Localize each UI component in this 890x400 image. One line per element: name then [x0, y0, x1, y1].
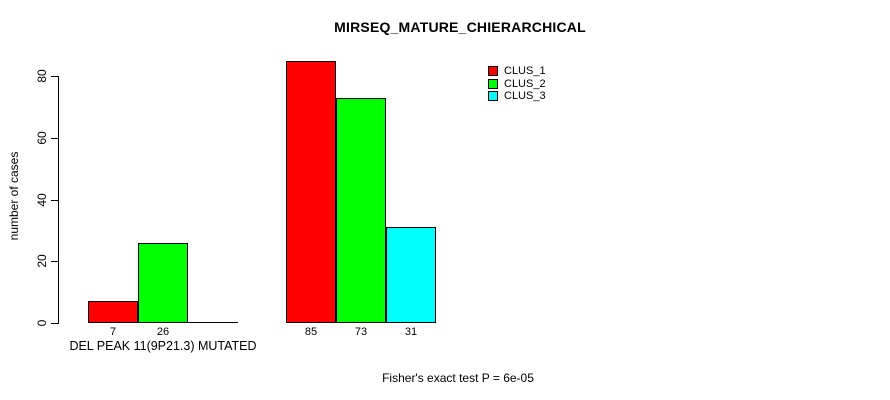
legend-swatch-clus-3-icon [488, 90, 498, 101]
y-tick-mark [51, 323, 59, 324]
bar-value-label: 31 [404, 326, 418, 338]
y-tick-label: 40 [35, 193, 49, 207]
y-tick-label: 20 [35, 254, 49, 268]
legend-label-clus-3: CLUS_3 [504, 89, 546, 102]
chart-title: MIRSEQ_MATURE_CHIERARCHICAL [334, 19, 586, 35]
legend-item-clus-1: CLUS_1 [488, 65, 546, 77]
legend: CLUS_1 CLUS_2 CLUS_3 [488, 65, 546, 102]
bar-zero-clus_3-group1 [188, 322, 238, 323]
bar-value-label: 7 [109, 326, 117, 338]
legend-item-clus-3: CLUS_3 [488, 90, 546, 102]
y-tick-mark [51, 200, 59, 201]
legend-swatch-clus-1-icon [488, 66, 498, 77]
bar-clus_1-group2 [286, 61, 336, 323]
bar-value-label: 73 [354, 326, 368, 338]
y-tick-label: 0 [35, 319, 49, 327]
bar-clus_1-group1 [88, 301, 138, 323]
y-tick-mark [51, 138, 59, 139]
bar-clus_3-group2 [386, 227, 436, 323]
y-axis-label: number of cases [7, 151, 21, 241]
legend-item-clus-2: CLUS_2 [488, 77, 546, 90]
x-axis-group-label: DEL PEAK 11(9P21.3) MUTATED [69, 339, 257, 353]
bar-clus_2-group1 [138, 243, 188, 323]
y-tick-label: 60 [35, 131, 49, 145]
legend-label-clus-1: CLUS_1 [504, 65, 546, 78]
stat-annotation: Fisher's exact test P = 6e-05 [382, 371, 534, 385]
y-tick-label: 80 [35, 69, 49, 83]
y-tick-mark [51, 261, 59, 262]
bar-value-label: 26 [156, 326, 170, 338]
bar-value-label: 85 [304, 326, 318, 338]
bar-clus_2-group2 [336, 98, 386, 323]
y-tick-mark [51, 76, 59, 77]
legend-label-clus-2: CLUS_2 [504, 77, 546, 90]
legend-swatch-clus-2-icon [488, 78, 498, 89]
